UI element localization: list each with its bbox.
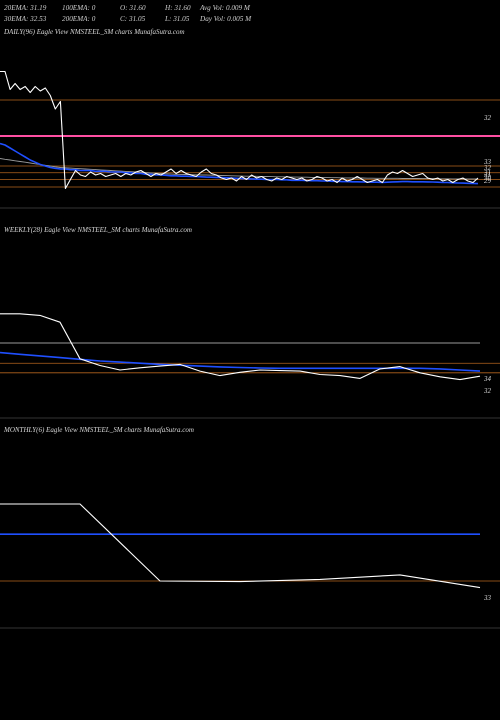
- monthly-chart: 33: [0, 503, 500, 629]
- ema30-series-line: [0, 158, 478, 180]
- y-tick-label: 31: [483, 171, 491, 179]
- avg-volume-value: Avg Vol: 0.009 M: [200, 4, 250, 12]
- y-tick-label: 31: [483, 169, 491, 177]
- ema200-value: 200EMA: 0: [62, 15, 96, 23]
- ema20-series-line: [0, 351, 481, 372]
- y-tick-label: 32: [483, 114, 492, 122]
- y-tick-label: 34: [483, 375, 492, 383]
- ema100-value: 100EMA: 0: [62, 4, 96, 12]
- low-value: L: 31.05: [165, 15, 190, 23]
- weekly-chart-title: WEEKLY(28) Eagle View NMSTEEL_SM charts …: [4, 226, 192, 234]
- open-value: O: 31.60: [120, 4, 146, 12]
- y-tick-label: 32: [483, 387, 492, 395]
- close-value: C: 31.05: [120, 15, 146, 23]
- day-volume-value: Day Vol: 0.005 M: [200, 15, 252, 23]
- y-tick-label: 29: [484, 177, 492, 185]
- monthly-chart-title: MONTHLY(6) Eagle View NMSTEEL_SM charts …: [4, 426, 194, 434]
- y-tick-label: 33: [483, 158, 492, 166]
- price-series-line: [0, 503, 481, 589]
- y-tick-label: 33: [483, 594, 492, 602]
- ema20-value: 20EMA: 31.19: [4, 4, 47, 12]
- weekly-chart: 34 32: [0, 313, 500, 419]
- daily-chart-title: DAILY(96) Eagle View NMSTEEL_SM charts M…: [4, 28, 185, 36]
- y-tick-label: 30: [483, 174, 492, 182]
- y-tick-label: 32: [483, 164, 492, 172]
- price-series-line: [0, 70, 479, 190]
- price-series-line: [0, 313, 481, 381]
- ema30-value: 30EMA: 32.53: [4, 15, 47, 23]
- high-value: H: 31.60: [165, 4, 191, 12]
